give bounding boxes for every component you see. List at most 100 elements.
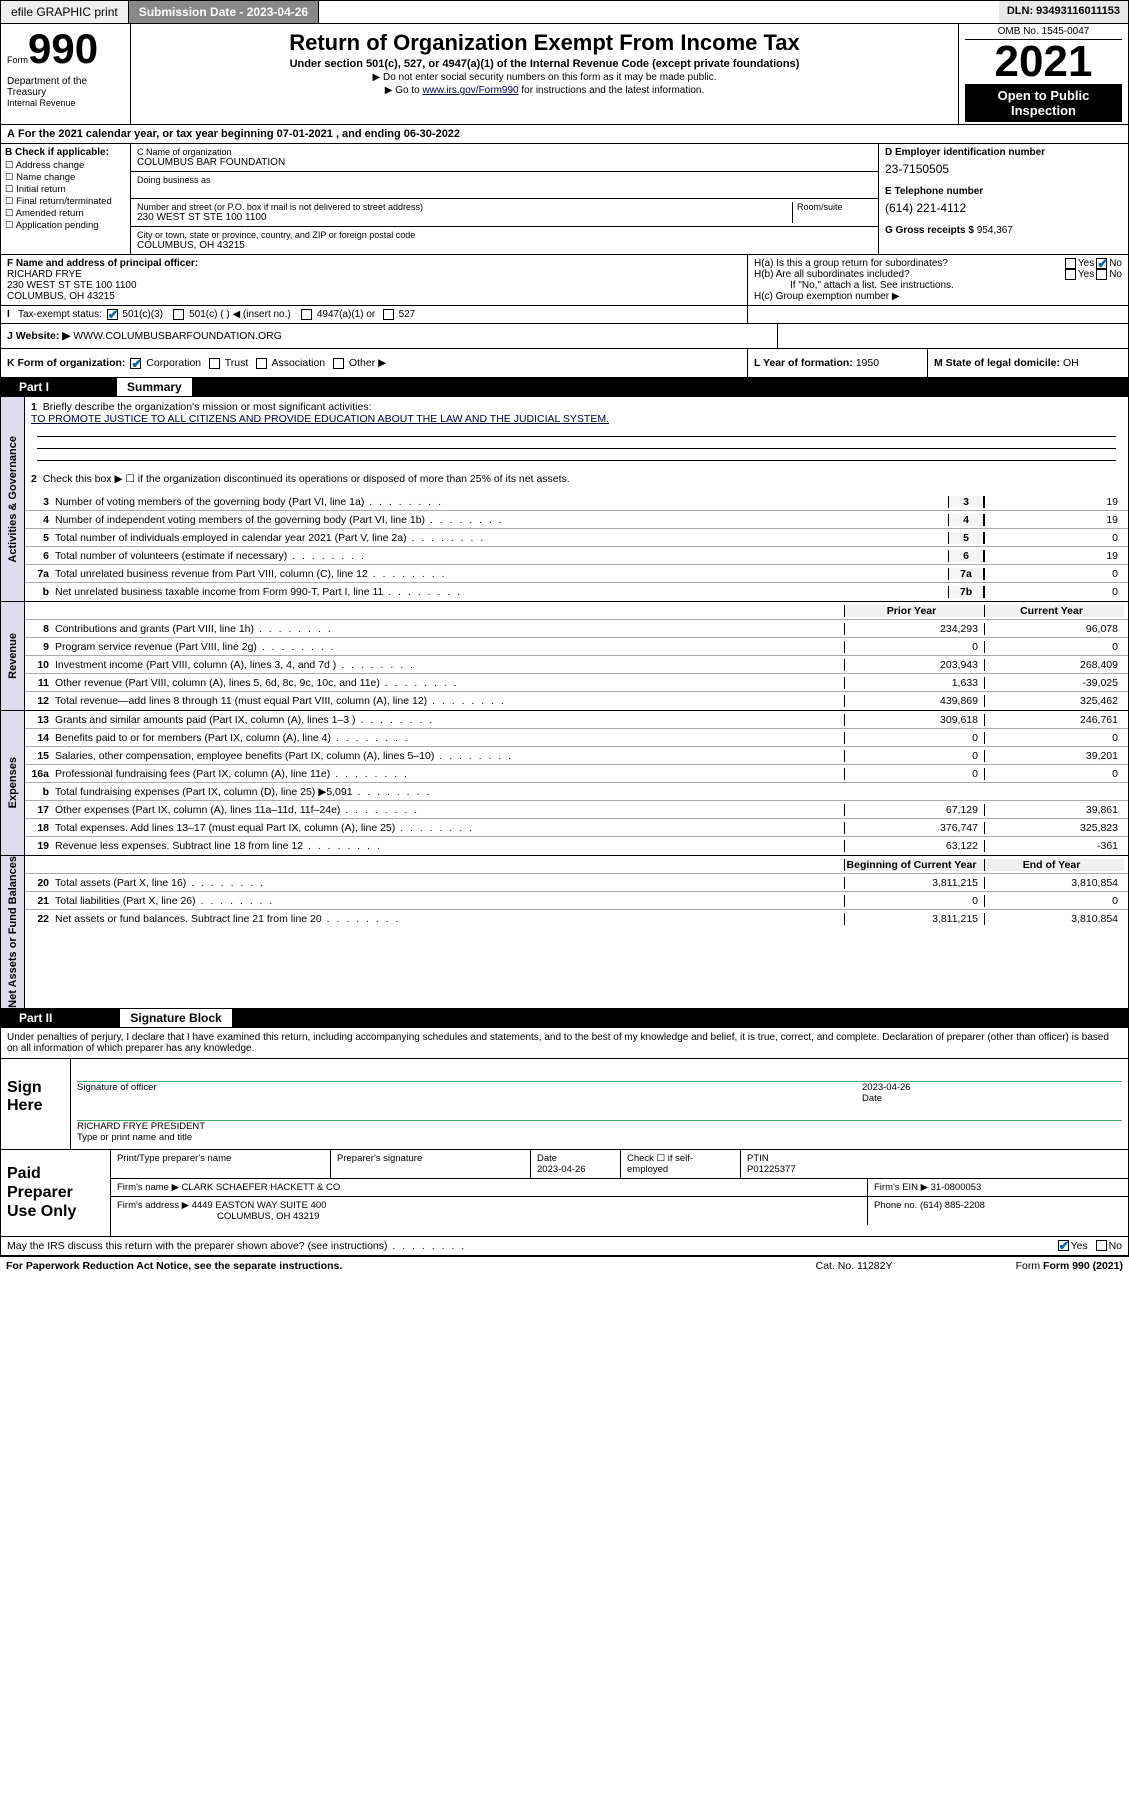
mission-block: 1 Briefly describe the organization's mi… (25, 397, 1128, 493)
k-corp[interactable] (130, 358, 141, 369)
cat-no: Cat. No. 11282Y (816, 1260, 1016, 1272)
period-letter: A (7, 128, 15, 140)
assoc-lbl: Association (271, 357, 325, 369)
opt-527: 527 (399, 309, 416, 320)
f-block: F Name and address of principal officer:… (1, 255, 748, 305)
paperwork: For Paperwork Reduction Act Notice, see … (6, 1260, 816, 1272)
part1-header: Part I Summary (0, 378, 1129, 397)
efile-btn[interactable]: efile GRAPHIC print (1, 1, 129, 23)
c-city-cell: City or town, state or province, country… (131, 227, 878, 254)
chk-pending[interactable]: ☐ Application pending (5, 220, 126, 231)
discuss-yes[interactable] (1058, 1240, 1069, 1251)
col-b: B Check if applicable: ☐ Address change … (1, 144, 131, 254)
prow-firm: Firm's name ▶ CLARK SCHAEFER HACKETT & C… (111, 1179, 1128, 1197)
discuss-yes-lbl: Yes (1071, 1240, 1088, 1252)
chk-initial[interactable]: ☐ Initial return (5, 184, 126, 195)
opt-501c: 501(c) ( ) ◀ (insert no.) (189, 309, 291, 320)
no-lbl: No (1109, 258, 1122, 269)
hb-yes[interactable] (1065, 269, 1076, 280)
i-527[interactable] (383, 309, 394, 320)
line-6: 6Total number of volunteers (estimate if… (25, 547, 1128, 565)
chk-address[interactable]: ☐ Address change (5, 160, 126, 171)
rev-section: Revenue Prior Year Current Year 8Contrib… (0, 602, 1129, 711)
firm-phone: (614) 885-2208 (920, 1200, 985, 1211)
ptin: P01225377 (747, 1164, 796, 1175)
trust-lbl: Trust (225, 357, 249, 369)
ha-no[interactable] (1096, 258, 1107, 269)
c-name-cell: C Name of organization COLUMBUS BAR FOUN… (131, 144, 878, 172)
part1-title: Summary (117, 378, 192, 396)
org-street: 230 WEST ST STE 100 1100 (137, 212, 792, 223)
k-other[interactable] (333, 358, 344, 369)
i-501c3[interactable] (107, 309, 118, 320)
rev-lines: Prior Year Current Year 8Contributions a… (25, 602, 1128, 710)
section-bcd: B Check if applicable: ☐ Address change … (0, 144, 1129, 255)
sig-date-val: 2023-04-26 (862, 1082, 911, 1093)
vtab-na: Net Assets or Fund Balances (1, 856, 25, 1008)
vtab-rev: Revenue (1, 602, 25, 710)
sign-here-lbl: Sign Here (1, 1059, 71, 1149)
l-block: L Year of formation: 1950 (748, 349, 928, 377)
dept: Department of the Treasury (7, 76, 124, 98)
period-row: A For the 2021 calendar year, or tax yea… (0, 125, 1129, 144)
year-formed: 1950 (856, 357, 879, 369)
form-id-block: Form990 Department of the Treasury Inter… (1, 24, 131, 124)
period-label: For the 2021 calendar year, or tax year … (18, 128, 460, 140)
i-501c[interactable] (173, 309, 184, 320)
q2: Check this box ▶ ☐ if the organization d… (43, 473, 570, 485)
row-fh: F Name and address of principal officer:… (0, 255, 1129, 306)
officer-addr1: 230 WEST ST STE 100 1100 (7, 280, 741, 291)
k-trust[interactable] (209, 358, 220, 369)
line-11: 11Other revenue (Part VIII, column (A), … (25, 674, 1128, 692)
line-b: bTotal fundraising expenses (Part IX, co… (25, 783, 1128, 801)
line-20: 20Total assets (Part X, line 16)3,811,21… (25, 874, 1128, 892)
chk-final[interactable]: ☐ Final return/terminated (5, 196, 126, 207)
line-7a: 7aTotal unrelated business revenue from … (25, 565, 1128, 583)
c-dba-lbl: Doing business as (137, 175, 872, 185)
j-left: J Website: ▶ WWW.COLUMBUSBARFOUNDATION.O… (1, 324, 778, 348)
line-3: 3Number of voting members of the governi… (25, 493, 1128, 511)
phone: (614) 221-4112 (885, 201, 1122, 215)
phone-lbl: Phone no. (874, 1200, 920, 1211)
h-date-val: 2023-04-26 (537, 1164, 586, 1175)
corp-lbl: Corporation (146, 357, 201, 369)
footer-bottom: For Paperwork Reduction Act Notice, see … (0, 1256, 1129, 1275)
sign-body: Signature of officer 2023-04-26Date RICH… (71, 1059, 1128, 1149)
title-block: Return of Organization Exempt From Incom… (131, 24, 958, 124)
topbar: efile GRAPHIC print Submission Date - 20… (0, 0, 1129, 24)
chk-amended[interactable]: ☐ Amended return (5, 208, 126, 219)
ha-yes[interactable] (1065, 258, 1076, 269)
firm-ein: 31-0800053 (931, 1182, 982, 1193)
discuss-no[interactable] (1096, 1240, 1107, 1251)
org-city: COLUMBUS, OH 43215 (137, 240, 872, 251)
l-label: L Year of formation: (754, 357, 856, 369)
irs-link[interactable]: www.irs.gov/Form990 (422, 85, 518, 96)
domicile: OH (1063, 357, 1079, 369)
line-22: 22Net assets or fund balances. Subtract … (25, 910, 1128, 928)
b-header: B Check if applicable: (5, 147, 126, 158)
j-right (778, 324, 1128, 348)
part1-label: Part I (11, 377, 57, 397)
h-date-lbl: Date (537, 1153, 557, 1164)
hb-no[interactable] (1096, 269, 1107, 280)
h-check[interactable]: Check ☐ if self-employed (621, 1150, 741, 1178)
line-18: 18Total expenses. Add lines 13–17 (must … (25, 819, 1128, 837)
rev-colhdr: Prior Year Current Year (25, 602, 1128, 620)
na-lines: Beginning of Current Year End of Year 20… (25, 856, 1128, 1008)
gross-receipts: 954,367 (977, 225, 1013, 236)
chk-name[interactable]: ☐ Name change (5, 172, 126, 183)
form-number: 990 (28, 25, 98, 72)
k-assoc[interactable] (256, 358, 267, 369)
form-ref: Form Form 990 (2021) (1016, 1260, 1123, 1272)
col-prior: Prior Year (844, 605, 984, 617)
submission-date: Submission Date - 2023-04-26 (129, 1, 319, 23)
yes-lbl: Yes (1078, 258, 1094, 269)
sig-date-lbl: Date (862, 1093, 882, 1104)
e-label: E Telephone number (885, 186, 1122, 197)
h-print: Print/Type preparer's name (111, 1150, 331, 1178)
i-4947[interactable] (301, 309, 312, 320)
firm-addr1: 4449 EASTON WAY SUITE 400 (192, 1200, 327, 1211)
no-lbl2: No (1109, 269, 1122, 280)
c-street-lbl: Number and street (or P.O. box if mail i… (137, 202, 792, 212)
line-4: 4Number of independent voting members of… (25, 511, 1128, 529)
